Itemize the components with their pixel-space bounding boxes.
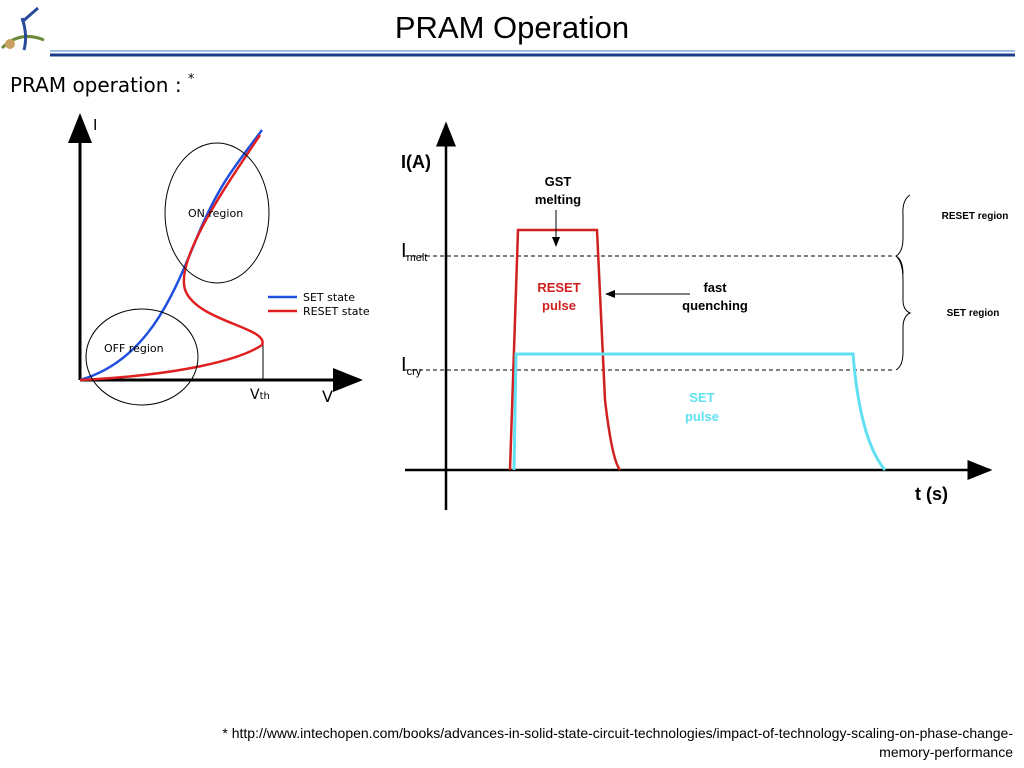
off-region [85, 308, 199, 406]
pulse-diagram: I(A) t (s) Imelt Icry GST melting RESET … [401, 121, 1009, 510]
axis-label: I [93, 116, 97, 134]
annotation: pulse [685, 409, 719, 424]
footnote: memory-performance [879, 744, 1013, 760]
region-label: RESET region [942, 211, 1009, 222]
region-label: ON region [188, 207, 243, 220]
label-sub: melt [407, 252, 428, 264]
slide-title: PRAM Operation [395, 10, 629, 45]
annotation: quenching [682, 298, 748, 313]
subtitle-text: PRAM operation : [10, 73, 188, 97]
annotation: RESET [537, 280, 580, 295]
label-sub: cry [407, 366, 422, 378]
subtitle: PRAM operation : * [10, 72, 195, 97]
reset-curve [79, 134, 264, 382]
footnote: * http://www.intechopen.com/books/advanc… [222, 725, 1013, 741]
annotation: melting [535, 192, 581, 207]
axis-label: V [322, 387, 333, 406]
annotation: pulse [542, 298, 576, 313]
label-main: V [250, 387, 260, 403]
annotation: fast [703, 280, 727, 295]
region-label: SET region [947, 308, 1000, 319]
iv-diagram: I V Vth ON region OFF region SET state R… [68, 113, 370, 406]
footnote-mark: * [188, 72, 195, 87]
legend-label: RESET state [303, 305, 370, 318]
annotation: GST [545, 174, 572, 189]
brace [895, 255, 912, 371]
label-sub: th [260, 391, 270, 402]
region-label: OFF region [104, 342, 164, 355]
axis-label: t (s) [915, 484, 948, 504]
threshold-label: Vth [250, 387, 270, 403]
label-main: I [401, 240, 407, 262]
set-pulse [512, 352, 887, 471]
legend-label: SET state [303, 291, 355, 304]
annotation: SET [689, 390, 714, 405]
level-label: Imelt [401, 240, 427, 264]
logo [0, 6, 45, 51]
brace [894, 194, 911, 275]
label-main: I [401, 354, 407, 376]
reset-pulse [508, 228, 622, 471]
level-label: Icry [401, 354, 422, 378]
on-region [164, 142, 270, 284]
axis-label: I(A) [401, 152, 431, 172]
